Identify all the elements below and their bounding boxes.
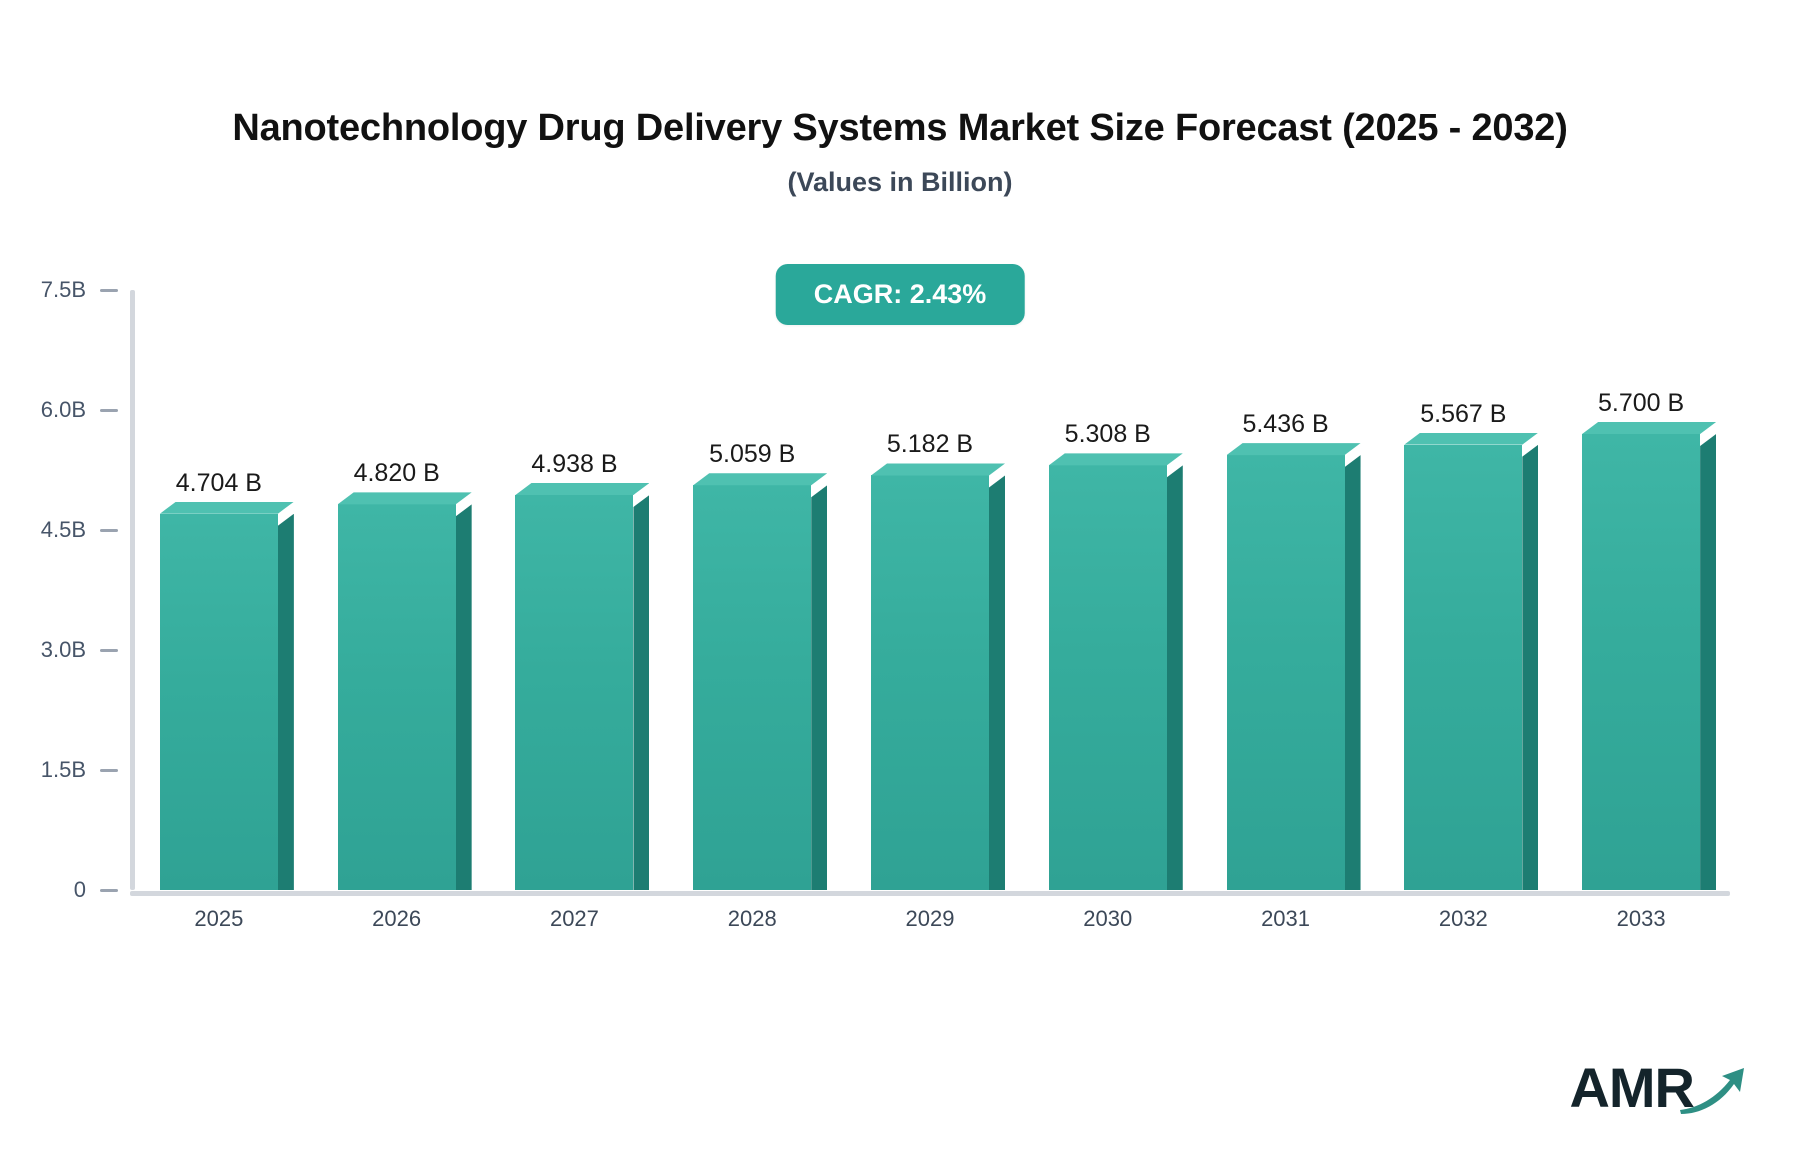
x-axis-line [130, 891, 1730, 896]
bar[interactable]: 5.700 B [1582, 391, 1717, 890]
bar[interactable]: 4.820 B [337, 461, 472, 890]
bar-side-face [1700, 434, 1717, 890]
x-axis-label: 2032 [1438, 906, 1488, 931]
bar-front-face [871, 475, 989, 890]
bar-front-face [1404, 444, 1523, 890]
y-axis-tick: 7.5B [41, 279, 130, 301]
x-axis-label: 2033 [1616, 906, 1666, 931]
bar[interactable]: 4.704 B [159, 470, 294, 890]
y-axis-tick-mark [100, 528, 118, 532]
bar-value-label: 4.938 B [531, 449, 618, 478]
x-axis-label: 2025 [194, 906, 244, 931]
y-axis-tick: 3.0B [41, 639, 130, 661]
bar-value-label: 5.182 B [886, 430, 974, 459]
bar-front-face [693, 485, 812, 890]
chart-subtitle: (Values in Billion) [787, 166, 1013, 197]
y-axis-tick-label: 3.0B [40, 637, 86, 662]
bar[interactable]: 4.938 B [515, 451, 650, 890]
bar-top-face [1582, 422, 1716, 435]
bar-side-face [1522, 444, 1539, 890]
x-axis-label: 2026 [372, 906, 422, 931]
bar-front-face [337, 504, 456, 890]
bar-top-face [871, 463, 1005, 476]
bar-value-label: 5.436 B [1242, 410, 1329, 439]
x-axis-label: 2031 [1261, 906, 1311, 931]
y-axis-tick: 0 [74, 879, 130, 901]
y-axis-tick-label: 0 [73, 877, 86, 902]
y-axis-tick-mark [100, 288, 118, 292]
bar-value-label: 5.059 B [709, 440, 796, 469]
bar-front-face [515, 494, 634, 890]
bar-side-face [1166, 465, 1183, 890]
y-axis-tick: 4.5B [41, 519, 130, 541]
bar-top-face [338, 492, 472, 505]
bar-side-face [989, 475, 1005, 890]
bar-front-face [1048, 465, 1167, 890]
bar-top-face [1404, 433, 1538, 446]
bar[interactable]: 5.436 B [1226, 412, 1361, 890]
y-axis-tick-mark [100, 888, 118, 892]
y-axis-tick: 1.5B [41, 759, 130, 781]
bar-value-label: 4.704 B [175, 468, 262, 497]
y-axis-tick-label: 7.5B [40, 277, 86, 302]
amr-logo-text: AMR [1569, 1056, 1695, 1119]
bar-top-face [1227, 443, 1361, 456]
bar[interactable]: 5.059 B [693, 442, 828, 890]
bar-side-face [633, 494, 650, 890]
page-title: Nanotechnology Drug Delivery Systems Mar… [232, 107, 1568, 149]
x-axis-label: 2030 [1083, 906, 1133, 931]
plot-area: 7.5B 6.0B 4.5B 3.0B 1.5B 0 4.704 B 4.820 B 4.93… [41, 279, 1730, 930]
bar-value-label: 5.700 B [1598, 389, 1685, 417]
bar-top-face [515, 483, 649, 496]
y-axis-tick: 6.0B [41, 399, 130, 421]
bar-front-face [1582, 434, 1701, 890]
cagr-badge: CAGR: 2.43% [775, 264, 1025, 325]
bar[interactable]: 5.308 B [1048, 422, 1183, 890]
bar-value-label: 5.308 B [1064, 420, 1151, 449]
bar-side-face [277, 513, 294, 890]
bar-top-face [693, 473, 827, 486]
y-axis-tick-label: 6.0B [40, 397, 86, 422]
y-axis-tick-label: 4.5B [40, 517, 86, 542]
bar-top-face [1049, 453, 1183, 466]
y-axis-tick-mark [100, 408, 118, 412]
x-axis-label: 2029 [905, 906, 955, 931]
bar-side-face [811, 485, 828, 890]
y-axis-tick-label: 1.5B [40, 757, 86, 782]
x-axis-label: 2027 [549, 906, 599, 931]
bar-top-face [160, 502, 294, 515]
bar-front-face [159, 513, 278, 890]
bar-value-label: 5.567 B [1420, 399, 1507, 428]
title-block: Nanotechnology Drug Delivery Systems Mar… [0, 107, 1800, 197]
y-axis-tick-mark [100, 648, 118, 652]
y-axis-line [130, 290, 135, 890]
bars-layer: 4.704 B 4.820 B 4.938 B 5.059 B 5.182 B 5.308… [130, 290, 1730, 890]
bar-side-face [1344, 455, 1361, 890]
bar-value-label: 4.820 B [353, 459, 440, 488]
bar-side-face [455, 504, 472, 890]
bar[interactable]: 5.567 B [1404, 401, 1539, 890]
bar-front-face [1226, 455, 1345, 890]
y-axis-tick-mark [100, 768, 118, 772]
amr-logo: AMR [1569, 1052, 1748, 1124]
growth-arrow-icon [1678, 1062, 1748, 1123]
x-axis-label: 2028 [727, 906, 777, 931]
bar[interactable]: 5.182 B [871, 432, 1005, 890]
